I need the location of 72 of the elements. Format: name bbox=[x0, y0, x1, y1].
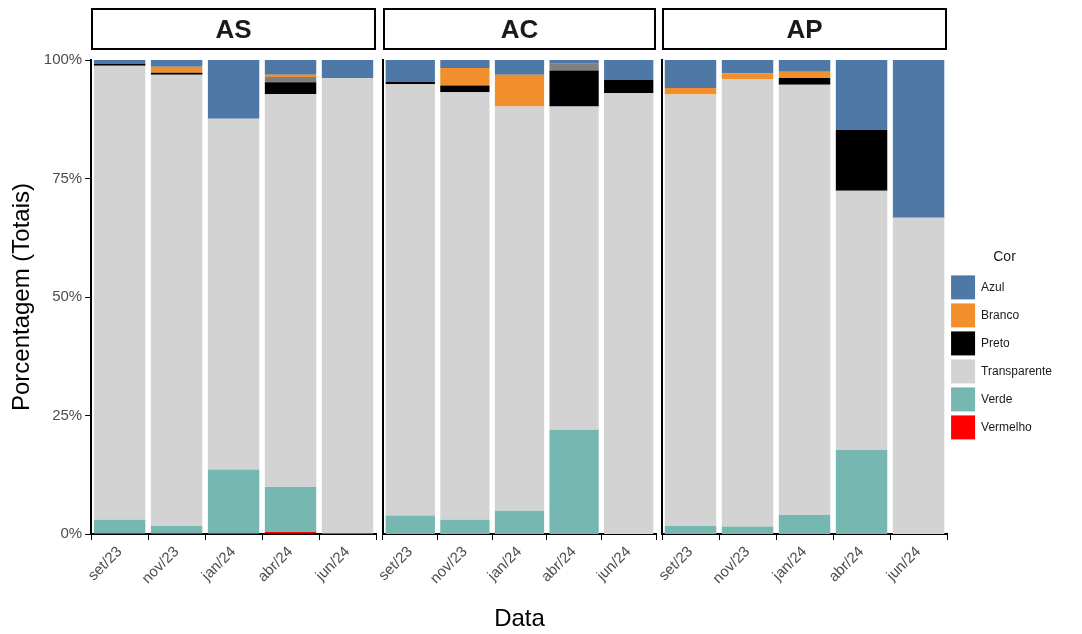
bar bbox=[264, 94, 317, 488]
bar bbox=[321, 78, 374, 534]
bar bbox=[778, 60, 831, 72]
legend-label: Transparente bbox=[981, 363, 1053, 378]
bar bbox=[604, 60, 654, 80]
bar bbox=[835, 450, 888, 534]
bar bbox=[721, 60, 774, 74]
bar bbox=[440, 60, 490, 69]
legend-label: Verde bbox=[981, 391, 1013, 406]
bar bbox=[664, 60, 717, 88]
bar bbox=[440, 92, 490, 520]
y-tick-label: 0% bbox=[60, 524, 83, 542]
bar bbox=[494, 74, 545, 107]
bar bbox=[385, 84, 435, 516]
bar bbox=[778, 515, 831, 534]
bar bbox=[721, 73, 774, 79]
bar bbox=[264, 82, 317, 95]
bar bbox=[721, 78, 774, 527]
legend-label: Preto bbox=[981, 335, 1011, 350]
bar bbox=[549, 63, 599, 71]
bar bbox=[150, 525, 203, 534]
bar bbox=[264, 77, 317, 83]
legend-label: Azul bbox=[981, 279, 1005, 294]
bar bbox=[93, 519, 146, 534]
bar bbox=[549, 70, 599, 107]
legend-title: Cor bbox=[993, 248, 1017, 265]
y-tick-label: 100% bbox=[43, 50, 83, 68]
bar bbox=[892, 60, 945, 218]
y-tick-label: 50% bbox=[52, 287, 83, 305]
bar bbox=[264, 60, 317, 75]
y-tick-label: 25% bbox=[52, 405, 83, 423]
bar bbox=[549, 429, 599, 534]
bar bbox=[778, 71, 831, 79]
y-axis-title: Porcentagem (Totais) bbox=[7, 182, 35, 412]
chart-title: AP bbox=[662, 8, 948, 50]
bar bbox=[150, 74, 203, 526]
bar bbox=[549, 60, 599, 64]
bar bbox=[664, 94, 717, 526]
bar bbox=[440, 519, 490, 534]
bar bbox=[93, 65, 146, 520]
bar bbox=[207, 469, 260, 534]
bar bbox=[604, 79, 654, 94]
bar bbox=[835, 60, 888, 130]
bar bbox=[494, 60, 545, 75]
bar bbox=[321, 60, 374, 79]
x-axis-title: Data bbox=[494, 604, 546, 632]
bar bbox=[385, 60, 435, 82]
bar bbox=[778, 78, 831, 85]
bar bbox=[207, 118, 260, 470]
bar bbox=[150, 66, 203, 73]
bar bbox=[494, 106, 545, 511]
bar bbox=[494, 510, 545, 534]
chart-title: AC bbox=[382, 8, 656, 50]
bar bbox=[892, 217, 945, 534]
bar bbox=[721, 526, 774, 534]
bar bbox=[835, 129, 888, 191]
y-tick-label: 75% bbox=[52, 168, 83, 186]
bar bbox=[778, 84, 831, 516]
legend-label: Vermelho bbox=[981, 419, 1033, 434]
bar bbox=[440, 85, 490, 93]
bar bbox=[664, 525, 717, 534]
bar bbox=[440, 68, 490, 86]
bar bbox=[549, 106, 599, 430]
bar bbox=[385, 515, 435, 534]
legend-label: Branco bbox=[981, 307, 1020, 322]
bar bbox=[604, 93, 654, 534]
bar bbox=[264, 487, 317, 533]
bar bbox=[835, 190, 888, 451]
chart-title: AS bbox=[91, 8, 376, 50]
bar bbox=[150, 60, 203, 67]
bar bbox=[207, 60, 260, 119]
bar bbox=[664, 87, 717, 95]
